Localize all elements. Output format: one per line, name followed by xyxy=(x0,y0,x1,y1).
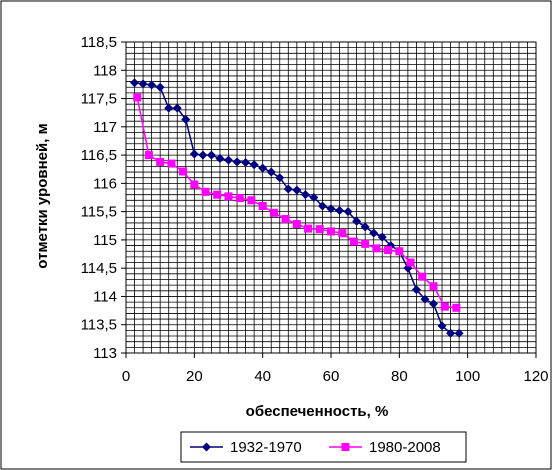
data-point xyxy=(454,328,464,338)
data-point xyxy=(258,201,267,210)
y-tick-label: 117 xyxy=(93,119,117,136)
data-point xyxy=(235,194,244,203)
data-point xyxy=(198,150,208,160)
data-point xyxy=(269,208,278,217)
data-point xyxy=(133,93,142,102)
data-point xyxy=(326,204,336,214)
data-point xyxy=(247,196,256,205)
legend-label-1932-1970: 1932-1970 xyxy=(230,439,302,456)
data-point xyxy=(395,247,404,256)
legend-marker-1932-1970 xyxy=(202,442,211,452)
x-tick-label: 40 xyxy=(254,368,271,385)
data-point xyxy=(292,220,301,229)
series-1980-2008 xyxy=(133,93,461,312)
data-point xyxy=(406,258,415,267)
data-point xyxy=(144,151,153,160)
data-point xyxy=(440,302,449,311)
data-point xyxy=(283,184,293,194)
data-point xyxy=(418,272,427,281)
data-point xyxy=(349,237,358,246)
data-point xyxy=(377,232,387,242)
data-point xyxy=(360,222,370,232)
series-1932-1970 xyxy=(130,78,464,338)
data-point xyxy=(201,187,210,196)
data-point xyxy=(369,228,379,238)
data-point xyxy=(266,167,276,177)
y-tick-label: 114,5 xyxy=(81,260,117,277)
data-point xyxy=(224,192,233,201)
data-point xyxy=(304,224,313,233)
data-point xyxy=(281,214,290,223)
x-tick-label: 60 xyxy=(323,368,340,385)
x-tick-label: 80 xyxy=(391,368,408,385)
data-point xyxy=(327,227,335,236)
data-point xyxy=(213,190,222,199)
y-axis-ticks: 113 113,5 114 114,5 115 115,5 116 116,5 117 117,5… xyxy=(81,34,126,362)
data-point xyxy=(189,149,199,159)
y-tick-label: 113 xyxy=(93,345,117,362)
data-point xyxy=(241,157,251,167)
legend-label-1980-2008: 1980-2008 xyxy=(369,439,441,456)
data-point xyxy=(155,82,165,92)
data-point xyxy=(138,79,148,89)
data-point xyxy=(429,299,438,309)
data-point xyxy=(429,282,438,291)
data-point xyxy=(317,201,327,211)
y-tick-label: 118 xyxy=(93,62,117,79)
data-point xyxy=(315,225,324,234)
data-point xyxy=(206,150,216,160)
data-point xyxy=(411,285,421,295)
data-point xyxy=(275,173,285,183)
data-point xyxy=(437,321,447,331)
data-point xyxy=(343,207,353,217)
data-point xyxy=(372,244,381,253)
data-point xyxy=(338,229,347,238)
data-point xyxy=(420,294,430,304)
data-point xyxy=(215,153,225,163)
y-tick-label: 115,5 xyxy=(81,204,117,221)
data-point xyxy=(452,303,461,312)
y-tick-label: 117,5 xyxy=(81,91,117,108)
legend-marker-1980-2008 xyxy=(341,443,350,451)
data-point xyxy=(384,246,393,255)
data-point xyxy=(130,78,140,88)
y-tick-label: 116,5 xyxy=(81,147,117,164)
legend-box xyxy=(180,431,467,463)
data-point xyxy=(335,206,345,216)
y-axis-label: отметки уровней, м xyxy=(34,123,51,268)
data-point xyxy=(179,167,188,176)
x-axis-ticks: 0 20 40 60 80 100 120 xyxy=(122,353,549,385)
y-tick-label: 115 xyxy=(93,232,117,249)
data-point xyxy=(352,216,362,226)
data-point xyxy=(309,193,319,202)
data-point xyxy=(190,180,199,189)
data-point xyxy=(224,155,233,165)
y-tick-label: 118,5 xyxy=(81,34,117,51)
data-point xyxy=(164,103,174,113)
data-point xyxy=(258,163,268,173)
data-point xyxy=(361,239,370,248)
data-point xyxy=(292,185,302,195)
data-point xyxy=(172,103,182,113)
x-axis-label: обеспеченность, % xyxy=(246,403,389,420)
data-point xyxy=(249,160,259,170)
data-point xyxy=(147,80,157,90)
x-tick-label: 20 xyxy=(186,368,203,385)
x-tick-label: 0 xyxy=(122,368,130,385)
data-point xyxy=(300,190,310,200)
data-point xyxy=(446,328,456,338)
data-point xyxy=(181,114,191,124)
y-tick-label: 114 xyxy=(93,288,117,305)
data-point xyxy=(232,157,242,167)
y-tick-label: 116 xyxy=(93,175,117,192)
series-layer xyxy=(130,78,464,338)
y-tick-label: 113,5 xyxy=(81,317,117,334)
x-tick-label: 100 xyxy=(455,368,480,385)
x-tick-label: 120 xyxy=(523,368,548,385)
legend: 1932-1970 1980-2008 xyxy=(180,431,467,463)
data-point xyxy=(156,157,165,166)
data-point xyxy=(167,159,176,168)
